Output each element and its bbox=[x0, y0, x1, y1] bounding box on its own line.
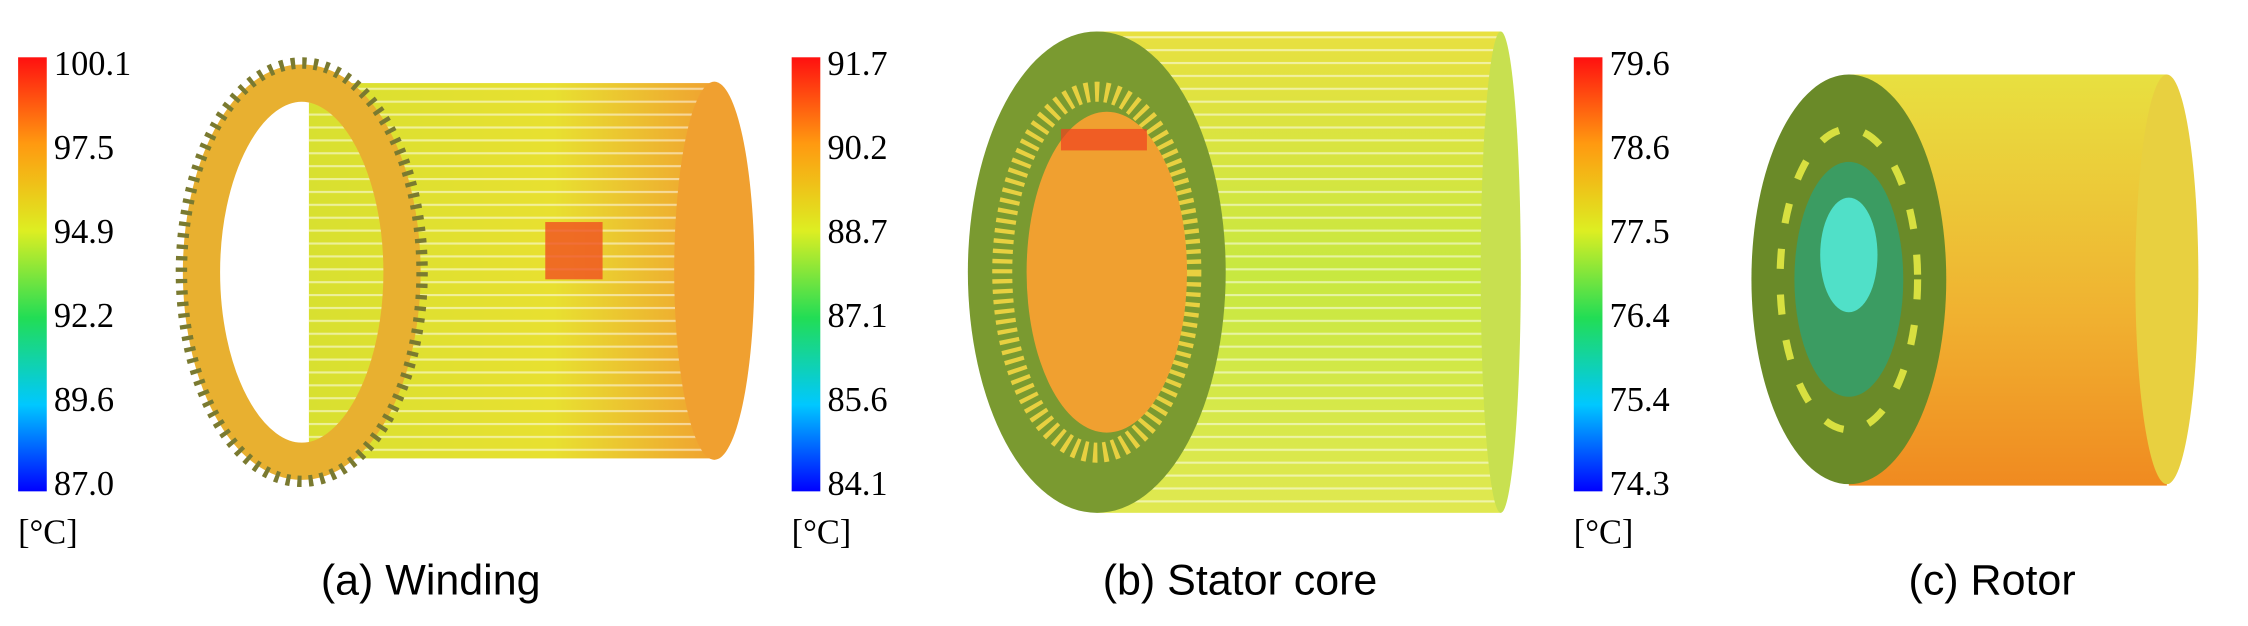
colorbar-label: 75.4 bbox=[1610, 381, 1670, 419]
colorbar-label: 89.6 bbox=[54, 381, 114, 419]
colorbar-label: 85.6 bbox=[827, 381, 887, 419]
winding-render bbox=[175, 57, 755, 488]
colorbar-label: 74.3 bbox=[1610, 465, 1670, 503]
colorbar-label: 87.1 bbox=[827, 297, 887, 335]
unit-label: [°C] bbox=[792, 514, 852, 552]
stator-render bbox=[967, 31, 1521, 513]
colorbar-label: 87.0 bbox=[54, 465, 114, 503]
caption: (b) Stator core bbox=[1103, 556, 1378, 604]
unit-label: [°C] bbox=[1574, 514, 1634, 552]
colorbar-label: 78.6 bbox=[1610, 129, 1670, 167]
caption: (a) Winding bbox=[321, 556, 541, 604]
colorbar bbox=[1573, 57, 1603, 492]
unit-label: [°C] bbox=[18, 514, 78, 552]
colorbar-label: 90.2 bbox=[827, 129, 887, 167]
colorbar-label: 77.5 bbox=[1610, 213, 1670, 251]
colorbar-label: 100.1 bbox=[54, 45, 131, 83]
colorbar-label: 76.4 bbox=[1610, 297, 1670, 335]
colorbar-label: 79.6 bbox=[1610, 45, 1670, 83]
rotor-render bbox=[1751, 74, 2199, 486]
colorbar-label: 92.2 bbox=[54, 297, 114, 335]
colorbar-label: 94.9 bbox=[54, 213, 114, 251]
colorbar-label: 88.7 bbox=[827, 213, 887, 251]
colorbar-label: 97.5 bbox=[54, 129, 114, 167]
colorbar bbox=[791, 57, 821, 492]
colorbar-label: 91.7 bbox=[827, 45, 887, 83]
colorbar-label: 84.1 bbox=[827, 465, 887, 503]
caption: (c) Rotor bbox=[1909, 556, 2076, 604]
colorbar bbox=[18, 57, 47, 492]
